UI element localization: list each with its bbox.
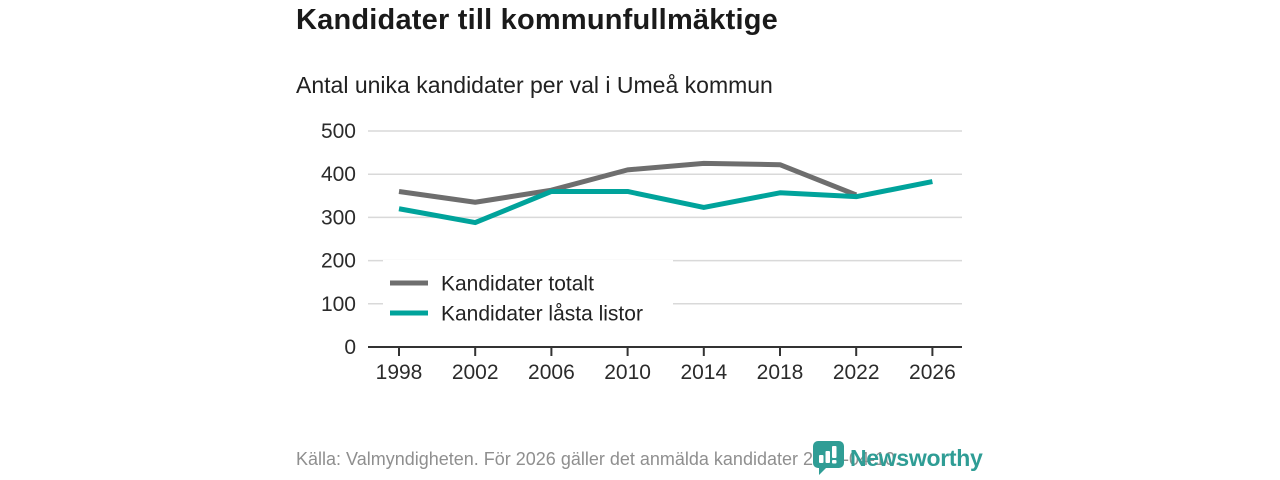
- chart-subtitle: Antal unika kandidater per val i Umeå ko…: [296, 72, 773, 98]
- y-axis-tick-label: 0: [344, 336, 356, 359]
- x-axis-tick-label: 2006: [528, 361, 575, 384]
- y-axis-tick-label: 300: [321, 206, 356, 229]
- legend-label: Kandidater totalt: [441, 273, 594, 296]
- x-axis-tick-label: 1998: [376, 361, 423, 384]
- series-line-kandidater-l-sta-listor: [398, 179, 933, 226]
- newsworthy-bubble-icon: [813, 441, 844, 475]
- legend-label: Kandidater låsta listor: [441, 303, 643, 326]
- page-title: Kandidater till kommunfullmäktige: [296, 4, 778, 36]
- y-axis-tick-label: 200: [321, 250, 356, 273]
- line-chart: 0 100 200 300 400 500 1998 2002 2006 2010 2014 2018…: [290, 108, 990, 408]
- x-axis-tick-label: 2022: [833, 361, 880, 384]
- series-line-kandidater-totalt: [398, 160, 858, 205]
- newsworthy-wordmark: Newsworthy: [850, 444, 983, 471]
- x-axis-tick-label: 2026: [909, 361, 956, 384]
- x-axis-tick-label: 2002: [452, 361, 499, 384]
- line-chart-canvas: 0 100 200 300 400 500 1998 2002 2006 2010 2014 2018…: [321, 120, 962, 384]
- source-note: Källa: Valmyndigheten. För 2026 gäller d…: [296, 449, 901, 469]
- x-axis-tick-label: 2018: [757, 361, 804, 384]
- newsworthy-logo[interactable]: Newsworthy: [812, 440, 983, 476]
- y-axis-tick-label: 100: [321, 293, 356, 316]
- x-axis-tick-label: 2014: [680, 361, 727, 384]
- y-axis-tick-label: 500: [321, 120, 356, 143]
- legend-background: [383, 260, 673, 334]
- x-axis-tick-label: 2010: [604, 361, 651, 384]
- y-axis-tick-label: 400: [321, 163, 356, 186]
